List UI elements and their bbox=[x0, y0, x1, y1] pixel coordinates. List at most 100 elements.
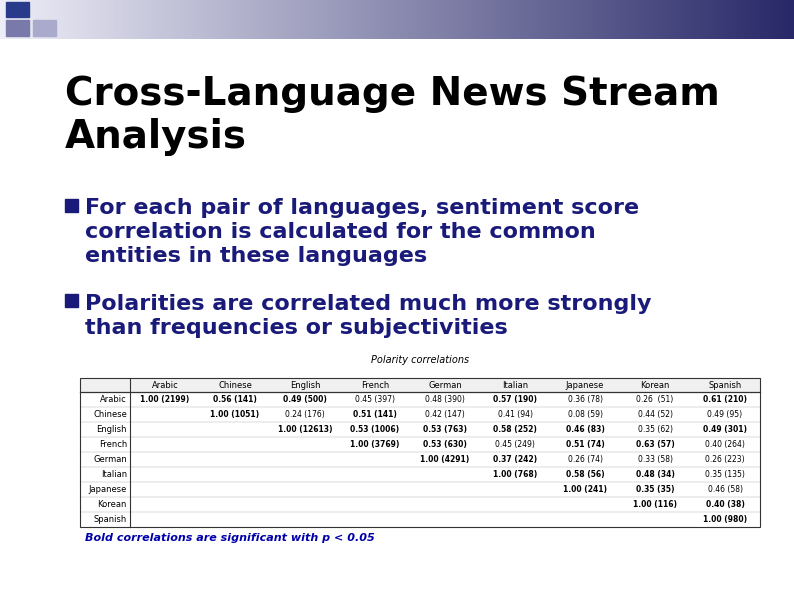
Bar bbox=[445, 0, 447, 39]
Bar bbox=[389, 0, 391, 39]
Bar bbox=[21, 0, 24, 39]
Bar bbox=[212, 0, 214, 39]
Text: 0.35 (35): 0.35 (35) bbox=[636, 485, 674, 494]
Bar bbox=[429, 0, 431, 39]
Bar bbox=[479, 0, 482, 39]
Bar bbox=[659, 0, 661, 39]
Bar bbox=[693, 0, 696, 39]
Bar bbox=[74, 0, 77, 39]
Bar bbox=[371, 0, 373, 39]
Bar bbox=[506, 0, 508, 39]
Bar bbox=[503, 0, 506, 39]
Bar bbox=[484, 0, 487, 39]
Bar bbox=[720, 0, 723, 39]
Bar bbox=[461, 0, 463, 39]
Bar bbox=[336, 0, 339, 39]
Bar bbox=[431, 0, 434, 39]
Bar bbox=[225, 0, 228, 39]
Bar bbox=[159, 0, 161, 39]
Bar bbox=[119, 0, 121, 39]
Bar bbox=[302, 0, 304, 39]
Bar bbox=[82, 0, 85, 39]
Bar bbox=[167, 0, 169, 39]
Bar bbox=[188, 0, 191, 39]
Bar bbox=[26, 0, 29, 39]
Bar bbox=[45, 0, 48, 39]
Bar bbox=[256, 0, 260, 39]
Bar bbox=[598, 0, 601, 39]
Bar bbox=[511, 0, 514, 39]
Bar bbox=[728, 0, 730, 39]
Bar bbox=[776, 0, 778, 39]
Bar bbox=[69, 0, 71, 39]
Text: 0.41 (94): 0.41 (94) bbox=[498, 410, 533, 419]
Bar bbox=[37, 0, 40, 39]
Bar bbox=[66, 0, 69, 39]
Text: Chinese: Chinese bbox=[218, 380, 252, 390]
Text: 1.00 (2199): 1.00 (2199) bbox=[141, 395, 190, 404]
Bar bbox=[784, 0, 786, 39]
Text: Arabic: Arabic bbox=[152, 380, 179, 390]
Text: 1.00 (980): 1.00 (980) bbox=[703, 515, 747, 524]
Bar bbox=[754, 0, 757, 39]
Bar bbox=[786, 0, 788, 39]
Bar bbox=[614, 0, 617, 39]
Text: For each pair of languages, sentiment score
correlation is calculated for the co: For each pair of languages, sentiment sc… bbox=[85, 199, 639, 267]
Bar bbox=[415, 0, 418, 39]
Bar bbox=[95, 0, 98, 39]
Bar bbox=[34, 0, 37, 39]
Bar bbox=[315, 0, 318, 39]
Bar bbox=[304, 0, 307, 39]
Bar bbox=[752, 0, 754, 39]
Bar bbox=[103, 0, 106, 39]
Bar bbox=[564, 0, 566, 39]
Text: English: English bbox=[97, 425, 127, 434]
Bar bbox=[312, 0, 315, 39]
Bar bbox=[64, 0, 66, 39]
Text: 1.00 (12613): 1.00 (12613) bbox=[278, 425, 332, 434]
Bar bbox=[468, 0, 471, 39]
Text: 0.26  (51): 0.26 (51) bbox=[636, 395, 673, 404]
Bar bbox=[426, 0, 429, 39]
Bar bbox=[680, 0, 683, 39]
Bar bbox=[114, 0, 117, 39]
Bar bbox=[749, 0, 752, 39]
Bar bbox=[619, 0, 622, 39]
Bar bbox=[175, 0, 177, 39]
Text: 1.00 (116): 1.00 (116) bbox=[633, 500, 677, 509]
Bar bbox=[204, 0, 206, 39]
Text: English: English bbox=[290, 380, 320, 390]
Bar bbox=[418, 0, 421, 39]
Bar bbox=[148, 0, 151, 39]
Bar bbox=[437, 0, 439, 39]
Bar bbox=[56, 0, 58, 39]
Bar bbox=[744, 0, 746, 39]
Bar bbox=[143, 0, 145, 39]
Bar bbox=[707, 0, 709, 39]
Bar bbox=[463, 0, 466, 39]
Bar bbox=[40, 0, 42, 39]
Bar bbox=[736, 0, 738, 39]
Bar bbox=[18, 0, 21, 39]
Bar bbox=[85, 0, 87, 39]
Text: 0.35 (62): 0.35 (62) bbox=[638, 425, 673, 434]
Bar bbox=[246, 0, 249, 39]
Bar bbox=[260, 0, 262, 39]
Bar bbox=[172, 0, 175, 39]
Bar bbox=[355, 0, 357, 39]
Bar bbox=[421, 0, 423, 39]
Text: 0.42 (147): 0.42 (147) bbox=[425, 410, 464, 419]
Bar bbox=[524, 0, 526, 39]
Bar bbox=[625, 0, 627, 39]
Bar bbox=[534, 0, 538, 39]
Bar bbox=[458, 0, 461, 39]
Bar bbox=[588, 0, 590, 39]
Bar bbox=[649, 0, 651, 39]
Bar bbox=[164, 0, 167, 39]
Bar bbox=[709, 0, 712, 39]
Bar bbox=[381, 0, 384, 39]
Text: 0.46 (58): 0.46 (58) bbox=[707, 485, 742, 494]
Text: 1.00 (4291): 1.00 (4291) bbox=[420, 455, 469, 464]
Bar bbox=[121, 0, 125, 39]
Bar bbox=[0, 0, 2, 39]
